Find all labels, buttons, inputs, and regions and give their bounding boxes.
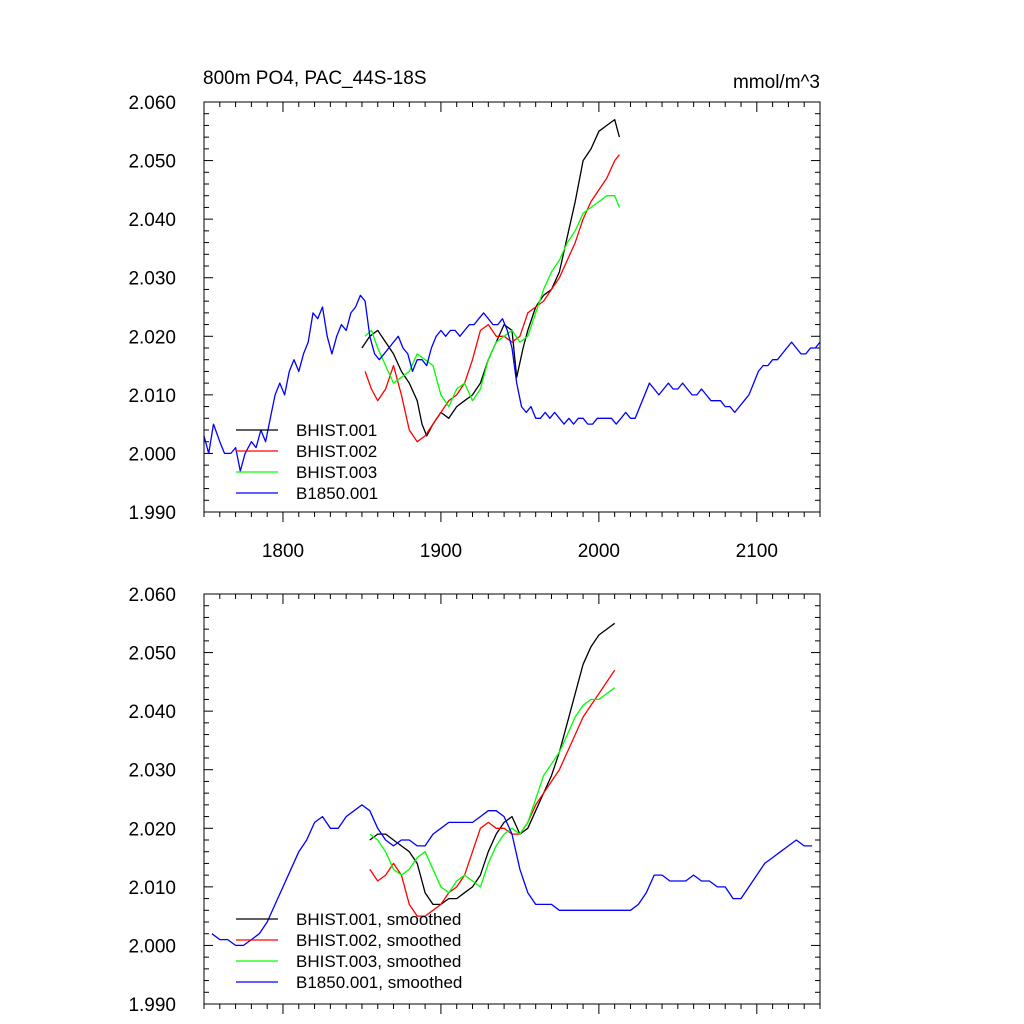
y-tick-label: 2.000 — [128, 444, 176, 465]
series-line-3 — [203, 294, 821, 472]
legend-label: BHIST.002, smoothed — [296, 931, 461, 950]
series-line-3 — [211, 804, 813, 947]
bottom-legend: BHIST.001, smoothed BHIST.002, smoothed BH… — [236, 910, 462, 992]
x-tick-label: 2100 — [736, 541, 778, 562]
bottom-series-lines — [211, 622, 813, 947]
series-line-0 — [361, 118, 621, 437]
y-tick-label: 2.020 — [128, 819, 176, 840]
y-tick-label: 2.010 — [128, 386, 176, 407]
x-tick-label: 1900 — [420, 541, 462, 562]
y-tick-label: 2.020 — [128, 327, 176, 348]
legend-label: BHIST.003 — [296, 463, 377, 482]
bottom-axes: 1.990 2.000 2.010 2.020 2.030 2.040 2.050 2.060 — [128, 585, 821, 1016]
chart-title: 800m PO4, PAC_44S-18S — [203, 68, 427, 89]
legend-label: BHIST.003, smoothed — [296, 952, 461, 971]
units-label: mmol/m^3 — [733, 72, 820, 93]
y-tick-label: 2.030 — [128, 269, 176, 290]
y-tick-label: 2.010 — [128, 878, 176, 899]
legend-label: BHIST.002 — [296, 442, 377, 461]
series-line-2 — [364, 195, 621, 408]
y-tick-label: 2.000 — [128, 936, 176, 957]
legend-label: B1850.001, smoothed — [296, 973, 462, 992]
y-tick-label: 1.990 — [128, 503, 176, 524]
series-line-1 — [364, 154, 620, 443]
top-chart-panel: 800m PO4, PAC_44S-18S mmol/m^3 1.990 2.00… — [128, 68, 821, 562]
series-line-2 — [369, 687, 616, 894]
y-tick-label: 2.060 — [128, 585, 176, 606]
top-plot-frame — [203, 101, 821, 513]
y-tick-label: 1.990 — [128, 995, 176, 1016]
y-tick-label: 2.040 — [128, 702, 176, 723]
series-line-1 — [369, 669, 616, 917]
y-tick-label: 2.050 — [128, 644, 176, 665]
bottom-plot-frame — [203, 593, 821, 1005]
legend-label: BHIST.001 — [296, 421, 377, 440]
y-tick-label: 2.060 — [128, 93, 176, 114]
top-series-lines — [203, 118, 821, 472]
x-tick-label: 1800 — [262, 541, 304, 562]
top-legend: BHIST.001 BHIST.002 BHIST.003 B1850.001 — [236, 421, 378, 503]
y-tick-label: 2.040 — [128, 210, 176, 231]
top-axes: 1.990 2.000 2.010 2.020 2.030 2.040 2.050 2.060… — [128, 93, 821, 562]
x-tick-label: 2000 — [578, 541, 620, 562]
legend-label: BHIST.001, smoothed — [296, 910, 461, 929]
series-line-0 — [369, 622, 616, 906]
y-tick-label: 2.050 — [128, 152, 176, 173]
bottom-chart-panel: 1.990 2.000 2.010 2.020 2.030 2.040 2.050 2.060… — [128, 585, 821, 1016]
y-tick-label: 2.030 — [128, 761, 176, 782]
legend-label: B1850.001 — [296, 484, 378, 503]
